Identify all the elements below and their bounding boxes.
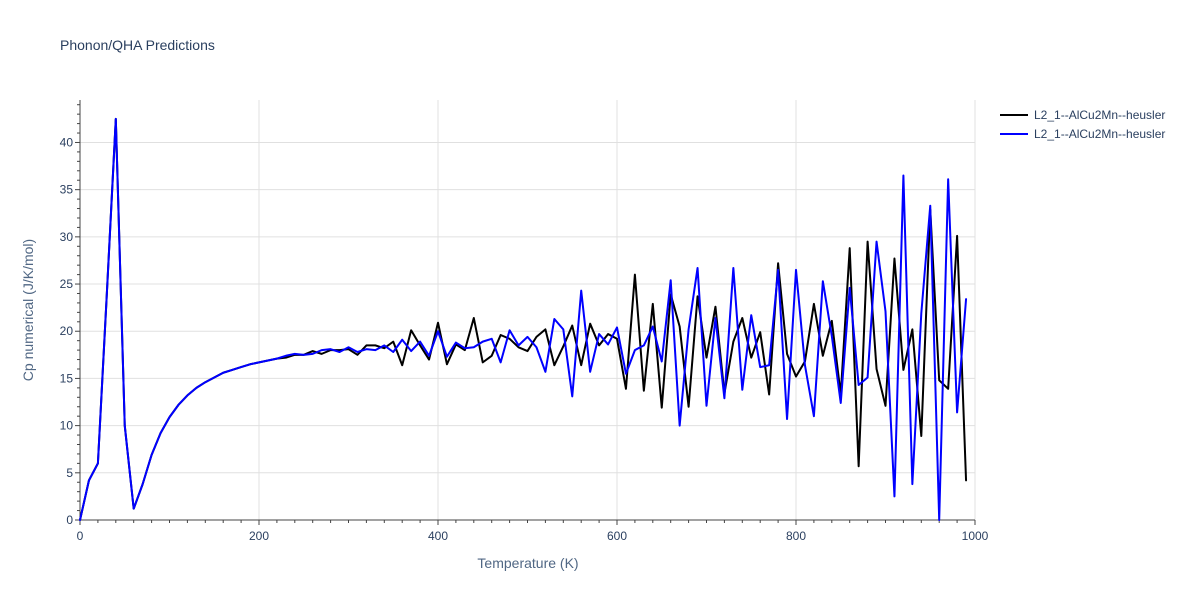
x-axis-title: Temperature (K) xyxy=(477,555,578,571)
x-tick-label: 200 xyxy=(249,529,269,543)
x-tick-label: 600 xyxy=(607,529,627,543)
y-tick-label: 5 xyxy=(66,466,73,480)
y-tick-label: 40 xyxy=(60,135,74,149)
grid xyxy=(80,100,976,520)
series-group xyxy=(79,117,968,521)
legend-label-2: L2_1--AlCu2Mn--heusler xyxy=(1034,127,1165,141)
x-tick-label: 0 xyxy=(77,529,84,543)
y-tick-label: 15 xyxy=(60,371,74,385)
y-tick-label: 0 xyxy=(66,513,73,527)
legend: L2_1--AlCu2Mn--heusler L2_1--AlCu2Mn--heu… xyxy=(1000,108,1165,141)
y-tick-label: 25 xyxy=(60,277,74,291)
y-tick-label: 35 xyxy=(60,183,74,197)
y-tick-label: 10 xyxy=(60,419,74,433)
series-line-1 xyxy=(79,117,968,521)
x-tick-label: 400 xyxy=(428,529,448,543)
chart-title: Phonon/QHA Predictions xyxy=(60,37,215,53)
x-tick-label: 800 xyxy=(786,529,806,543)
y-tick-label: 20 xyxy=(60,324,74,338)
y-tick-label: 30 xyxy=(60,230,74,244)
series-line-2 xyxy=(79,117,968,521)
legend-label-1: L2_1--AlCu2Mn--heusler xyxy=(1034,108,1165,122)
y-axis-title: Cp numerical (J/K/mol) xyxy=(20,239,36,381)
x-tick-label: 1000 xyxy=(962,529,989,543)
